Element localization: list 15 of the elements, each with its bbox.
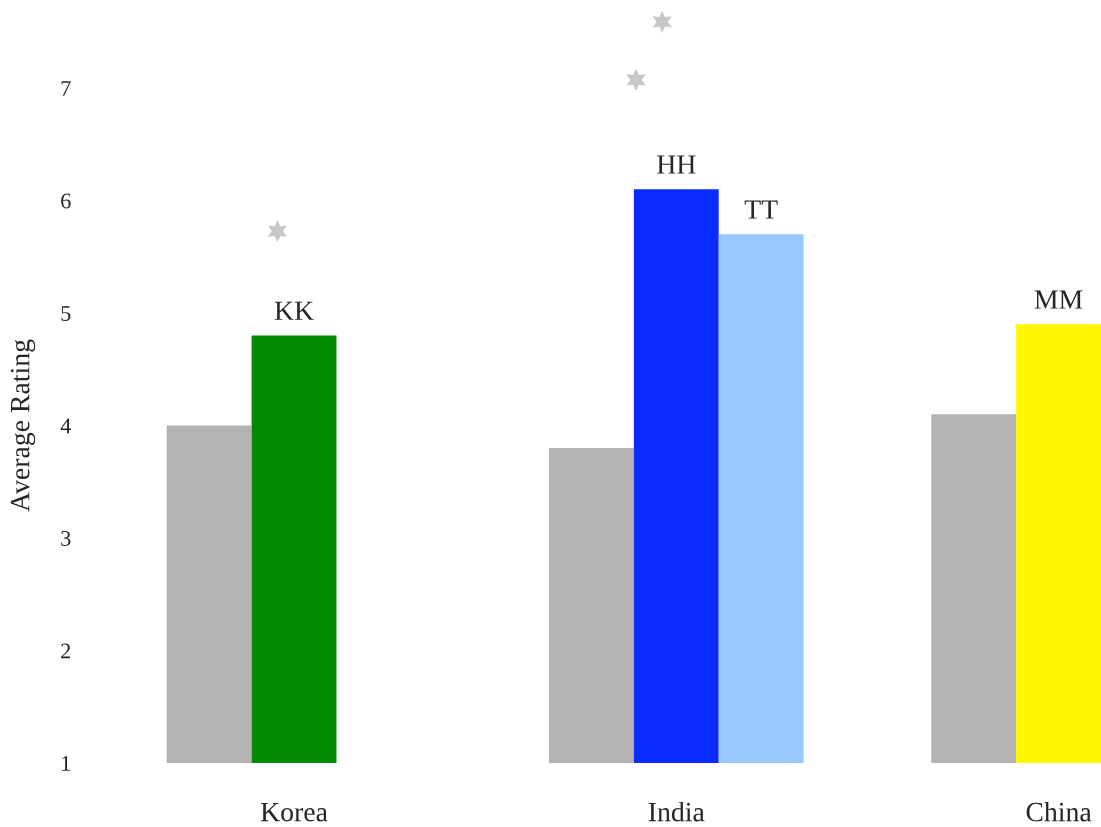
y-tick-label: 5	[61, 306, 71, 321]
x-tick-label: India	[648, 801, 705, 822]
y-tick-label: 6	[61, 193, 71, 209]
annotation: KK	[274, 301, 314, 320]
x-tick-label: Korea	[260, 802, 328, 822]
y-tick-label: 2	[61, 643, 71, 659]
y-tick-label: 4	[60, 418, 71, 434]
annotation: TT	[744, 200, 778, 219]
y-tick-label: 3	[61, 530, 71, 546]
y-tick-label: 7	[61, 81, 71, 96]
y-axis-title: Average Rating	[10, 339, 36, 512]
annotation: MM	[1034, 290, 1083, 309]
y-tick-label: 1	[62, 756, 70, 771]
annotation: HH	[657, 155, 696, 174]
x-tick-label: China	[1026, 801, 1092, 822]
